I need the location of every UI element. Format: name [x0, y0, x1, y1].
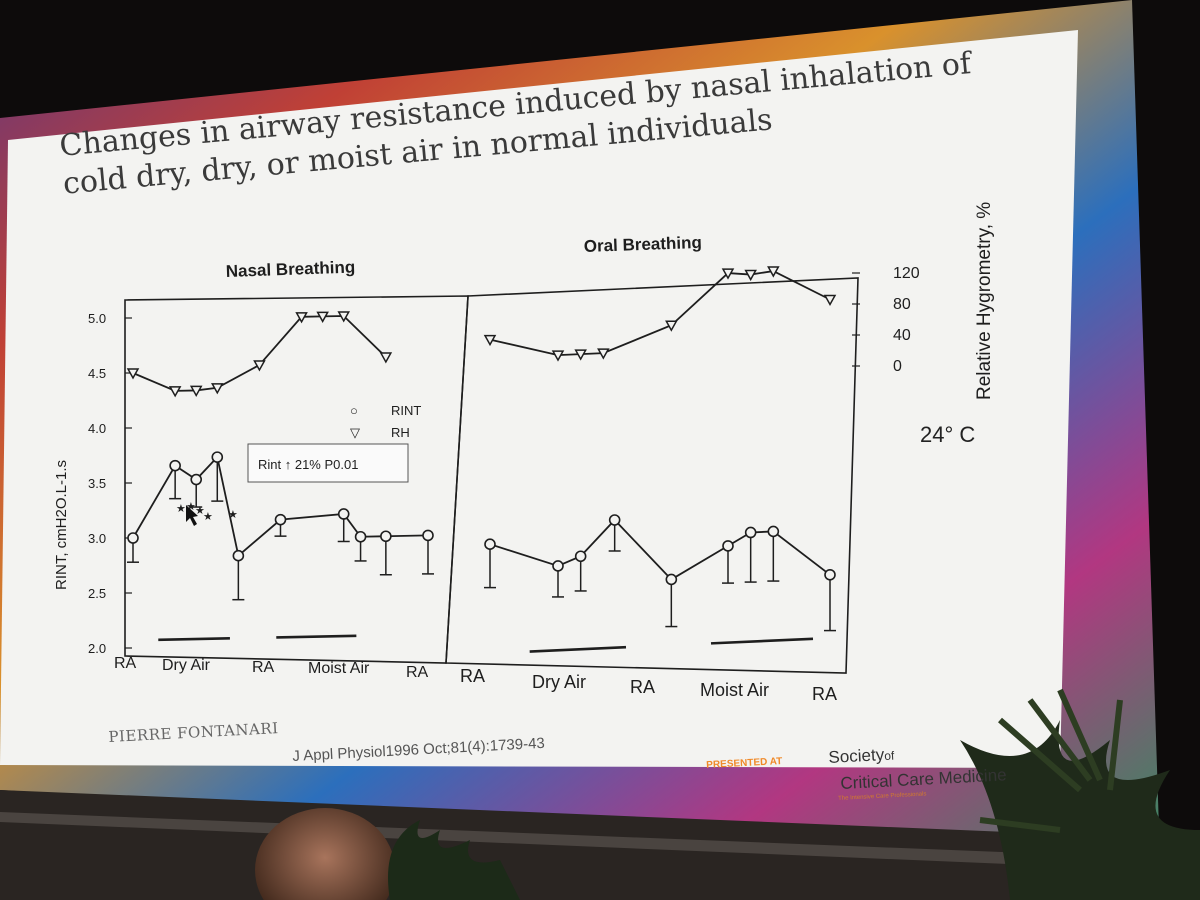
data-point-rint — [190, 473, 203, 486]
panel-title-nasal: Nasal Breathing — [225, 257, 355, 281]
data-point-rint — [422, 529, 434, 542]
data-point-rh — [823, 294, 837, 307]
annotation-text: Rint ↑ 21% P0.01 — [258, 457, 358, 472]
y-tick-label: 2.0 — [88, 641, 106, 656]
data-point-rh — [295, 312, 308, 324]
exposure-bar — [529, 645, 627, 653]
exposure-bar — [158, 637, 230, 642]
data-point-rint — [744, 526, 757, 539]
data-point-rint — [354, 530, 367, 543]
y-tick-label: 5.0 — [88, 311, 106, 326]
data-point-rint — [169, 459, 181, 472]
data-point-rh — [168, 386, 182, 398]
society-word: Society — [828, 745, 885, 767]
data-point-rint — [767, 525, 780, 538]
y2-tick-label: 120 — [893, 265, 920, 282]
data-point-rint — [722, 540, 734, 552]
data-point-rh — [574, 349, 587, 361]
significance-star: ★ — [195, 504, 205, 517]
legend-label-rh: RH — [391, 425, 410, 440]
x-tick-label: RA — [252, 659, 275, 676]
x-tick-label: Moist Air — [308, 660, 370, 677]
society-name-line1: Societyof — [828, 745, 895, 769]
data-point-rint — [552, 560, 564, 572]
data-point-rh — [721, 268, 735, 280]
cursor-icon — [186, 505, 198, 526]
plot-frame-right — [445, 277, 859, 674]
y2-tick-label: 40 — [893, 327, 911, 344]
x-tick-label: Moist Air — [700, 680, 769, 700]
x-tick-label: RA — [812, 684, 837, 704]
panel-title-oral: Oral Breathing — [583, 233, 702, 256]
data-point-rh — [253, 360, 266, 372]
significance-star: ★ — [203, 510, 213, 523]
data-point-rh — [551, 350, 565, 362]
y2-axis-ticks: 120 80 40 0 — [852, 265, 920, 375]
data-point-rint — [665, 573, 678, 586]
data-point-rint — [824, 568, 836, 581]
legend-symbol-rint: ○ — [350, 403, 358, 418]
plant-left — [388, 820, 520, 900]
x-tick-label: Dry Air — [532, 672, 586, 692]
legend-label-rint: RINT — [391, 403, 421, 418]
y2-tick-label: 80 — [893, 296, 911, 313]
data-point-rh — [316, 311, 329, 323]
chart-panels — [124, 277, 859, 674]
x-tick-label: RA — [630, 677, 655, 697]
slide-background — [0, 30, 1078, 768]
data-point-rint — [574, 550, 587, 563]
legend-symbol-rh: ▽ — [350, 425, 360, 440]
y2-tick-label: 0 — [893, 358, 902, 375]
significance-star: ★ — [186, 500, 196, 513]
data-point-rh — [189, 385, 203, 397]
x-axis-labels: RA Dry Air RA Moist Air RA RA Dry Air RA Moist A… — [114, 655, 837, 704]
series-line-rint — [132, 455, 429, 558]
significance-star: ★ — [228, 508, 238, 521]
y-axis-ticks: 5.0 4.5 4.0 3.5 3.0 2.5 2.0 — [88, 311, 132, 656]
data-point-rint — [274, 513, 287, 526]
data-point-rint — [232, 549, 245, 562]
y-axis-label: RINT, cmH2O.L-1.s — [53, 460, 70, 590]
significance-star: ★ — [176, 502, 186, 515]
data-point-rh — [379, 352, 393, 364]
y-tick-label: 4.5 — [88, 366, 106, 381]
data-point-rh — [337, 311, 350, 323]
chart-marks: ★ ★ ★★ ★ — [126, 266, 837, 653]
x-tick-label: RA — [114, 655, 137, 672]
data-point-rh — [211, 383, 224, 395]
y2-axis-label: Relative Hygrometry, % — [974, 202, 995, 400]
legend: ○ RINT ▽ RH — [350, 403, 421, 440]
data-point-rint — [337, 508, 350, 520]
annotation-box: Rint ↑ 21% P0.01 — [247, 443, 409, 483]
data-point-rint — [211, 451, 224, 463]
data-point-rint — [127, 532, 139, 544]
x-tick-label: RA — [406, 664, 429, 681]
x-tick-label: Dry Air — [162, 657, 211, 674]
society-of: of — [883, 748, 895, 764]
palm-fronds — [979, 688, 1123, 833]
data-point-rh — [744, 269, 757, 282]
y-tick-label: 3.0 — [88, 531, 106, 546]
data-point-rh — [767, 266, 780, 278]
y-tick-label: 4.0 — [88, 421, 106, 436]
data-point-rh — [597, 348, 610, 360]
data-point-rh — [665, 320, 678, 332]
temperature-label: 24° C — [920, 422, 976, 447]
y-tick-label: 3.5 — [88, 476, 106, 491]
audience-head — [255, 808, 395, 900]
data-point-rh — [483, 334, 497, 347]
data-point-rh — [126, 368, 140, 380]
data-point-rint — [484, 538, 496, 551]
data-point-rint — [608, 514, 621, 526]
palm-plant — [960, 720, 1200, 900]
exposure-bar — [710, 637, 814, 645]
x-tick-label: RA — [460, 666, 485, 686]
data-point-rint — [380, 530, 392, 543]
exposure-bar — [276, 634, 357, 639]
y-tick-label: 2.5 — [88, 586, 106, 601]
